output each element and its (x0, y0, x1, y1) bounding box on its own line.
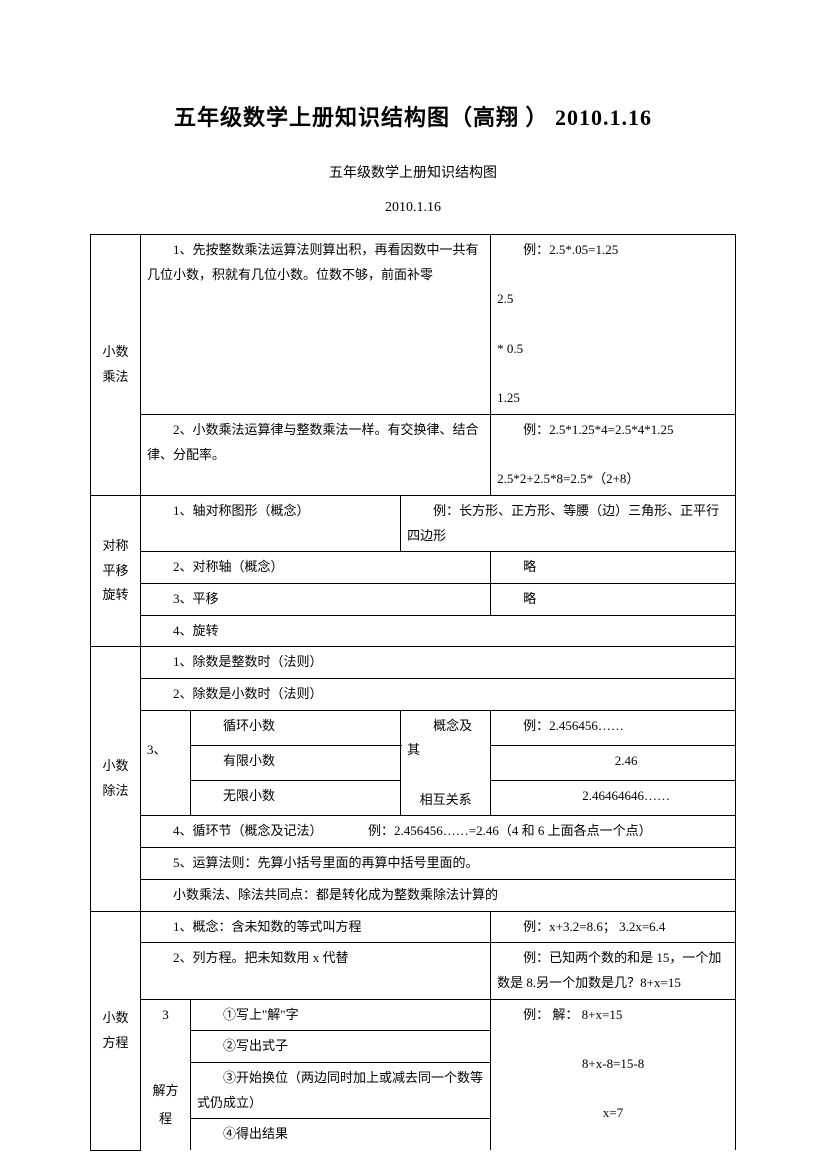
cell: 4、循环节（概念及记法） 例：2.456456……=2.46（4 和 6 上面各… (141, 816, 736, 848)
cell: 2、列方程。把未知数用 x 代替 (141, 943, 491, 999)
cell: 例：2.5*.05=1.25 2.5 * 0.5 1.25 (491, 235, 736, 415)
table-row: 2、小数乘法运算律与整数乘法一样。有交换律、结合律、分配率。 例：2.5*1.2… (91, 414, 736, 495)
cell: 略 (491, 583, 736, 615)
text: 例： 解： 8+x=15 (497, 1003, 729, 1028)
knowledge-table: 小数乘法 1、先按整数乘法运算法则算出积，再看因数中一共有几位小数，积就有几位小… (90, 234, 736, 1151)
cell: 有限小数 (191, 745, 401, 780)
cell: 例：已知两个数的和是 15，一个加数是 8.另一个加数是几？8+x=15 (491, 943, 736, 999)
cell: 1、先按整数乘法运算法则算出积，再看因数中一共有几位小数，积就有几位小数。位数不… (141, 235, 491, 415)
text: 例：2.5*.05=1.25 (497, 238, 729, 263)
cell: 3、 (141, 710, 191, 816)
cell: 1、除数是整数时（法则） (141, 647, 736, 679)
table-row: 小数乘法、除法共同点：都是转化成为整数乘除法计算的 (91, 879, 736, 911)
cell: 概念及其 相互关系 (401, 710, 491, 816)
table-row: 小数除法 1、除数是整数时（法则） (91, 647, 736, 679)
cell: 例： 解： 8+x=15 8+x-8=15-8 x=7 (491, 999, 736, 1150)
page-title: 五年级数学上册知识结构图（高翔 ） 2010.1.16 (90, 100, 736, 132)
text: 概念及其 (407, 714, 484, 763)
cell: 2、对称轴（概念） (141, 552, 491, 584)
cell: 3 解方程 (141, 999, 191, 1150)
text: 2.5 (497, 287, 729, 312)
cell: 例：2.456456…… (491, 710, 736, 745)
text: 相互关系 (407, 788, 484, 813)
cell: 2、小数乘法运算律与整数乘法一样。有交换律、结合律、分配率。 (141, 414, 491, 495)
table-row: 3、 循环小数 概念及其 相互关系 例：2.456456…… (91, 710, 736, 745)
table-row: 2、除数是小数时（法则） (91, 679, 736, 711)
cell: 略 (491, 552, 736, 584)
table-row: 3 解方程 ①写上"解"字 例： 解： 8+x=15 8+x-8=15-8 x=… (91, 999, 736, 1031)
cell: 1、轴对称图形（概念） (141, 495, 401, 551)
table-row: 2、对称轴（概念） 略 (91, 552, 736, 584)
cell: 5、运算法则：先算小括号里面的再算中括号里面的。 (141, 848, 736, 880)
cell: 4、旋转 (141, 615, 736, 647)
section-label-equation: 小数方程 (91, 911, 141, 1150)
table-row: 小数乘法 1、先按整数乘法运算法则算出积，再看因数中一共有几位小数，积就有几位小… (91, 235, 736, 415)
cell: ①写上"解"字 (191, 999, 491, 1031)
table-row: 对称平移旋转 1、轴对称图形（概念） 例：长方形、正方形、等腰（边）三角形、正平… (91, 495, 736, 551)
page-subtitle: 五年级数学上册知识结构图 (90, 162, 736, 182)
cell: 例：x+3.2=8.6； 3.2x=6.4 (491, 911, 736, 943)
text: x=7 (497, 1101, 729, 1126)
table-row: 4、旋转 (91, 615, 736, 647)
table-row: 5、运算法则：先算小括号里面的再算中括号里面的。 (91, 848, 736, 880)
table-row: 2、列方程。把未知数用 x 代替 例：已知两个数的和是 15，一个加数是 8.另… (91, 943, 736, 999)
table-row: 3、平移 略 (91, 583, 736, 615)
text: 例：2.5*1.25*4=2.5*4*1.25 (497, 418, 729, 443)
cell: 2、除数是小数时（法则） (141, 679, 736, 711)
document-page: 五年级数学上册知识结构图（高翔 ） 2010.1.16 五年级数学上册知识结构图… (0, 0, 826, 1169)
page-date: 2010.1.16 (90, 200, 736, 216)
table-row: 小数方程 1、概念：含未知数的等式叫方程 例：x+3.2=8.6； 3.2x=6… (91, 911, 736, 943)
section-label-symmetry: 对称平移旋转 (91, 495, 141, 646)
cell: 无限小数 (191, 781, 401, 816)
cell: 小数乘法、除法共同点：都是转化成为整数乘除法计算的 (141, 879, 736, 911)
cell: 例：长方形、正方形、等腰（边）三角形、正平行四边形 (401, 495, 736, 551)
cell: 例：2.5*1.25*4=2.5*4*1.25 2.5*2+2.5*8=2.5*… (491, 414, 736, 495)
text: 3 (147, 1003, 184, 1028)
section-label-multiplication: 小数乘法 (91, 235, 141, 496)
cell: ②写出式子 (191, 1031, 491, 1063)
cell: 2.46 (491, 745, 736, 780)
cell: 2.46464646…… (491, 781, 736, 816)
cell: ④得出结果 (191, 1119, 491, 1150)
text: 解方程 (147, 1077, 184, 1134)
table-row: 4、循环节（概念及记法） 例：2.456456……=2.46（4 和 6 上面各… (91, 816, 736, 848)
cell: ③开始换位（两边同时加上或减去同一个数等式仍成立） (191, 1062, 491, 1118)
text: 1.25 (497, 386, 729, 411)
cell: 3、平移 (141, 583, 491, 615)
text: 8+x-8=15-8 (497, 1052, 729, 1077)
cell: 循环小数 (191, 710, 401, 745)
section-label-division: 小数除法 (91, 647, 141, 911)
cell: 1、概念：含未知数的等式叫方程 (141, 911, 491, 943)
text: * 0.5 (497, 337, 729, 362)
text: 2.5*2+2.5*8=2.5*（2+8） (497, 467, 729, 492)
